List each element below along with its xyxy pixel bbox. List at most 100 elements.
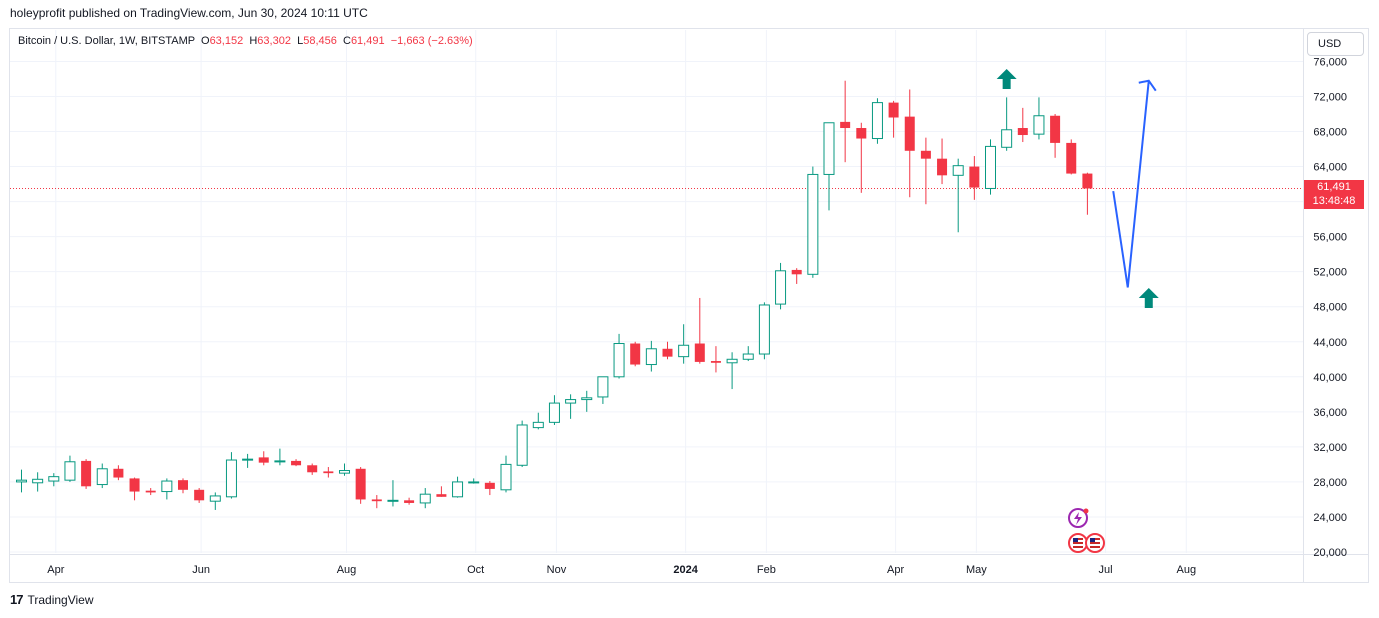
candle [630, 341, 641, 367]
projection-line [1112, 80, 1150, 288]
lightning-glyph-icon [1074, 512, 1082, 525]
x-tick-label: Jun [192, 564, 210, 576]
candle-body-down [194, 489, 205, 501]
candle [871, 98, 883, 144]
candle [194, 488, 205, 503]
currency-button[interactable]: USD [1307, 32, 1364, 56]
candle [258, 451, 269, 466]
y-tick-label: 64,000 [1313, 162, 1347, 174]
candle-body-up [32, 478, 44, 484]
x-tick-label: May [966, 564, 987, 576]
candle-body-down [904, 116, 915, 151]
candle [937, 138, 948, 185]
candle [597, 376, 609, 404]
tradingview-logo-icon: 17 [10, 592, 24, 607]
y-tick-label: 20,000 [1313, 547, 1347, 559]
candle-body-down [307, 465, 318, 473]
candle-body-up [516, 424, 528, 466]
flag-red-icon [1073, 538, 1083, 548]
candle [888, 100, 899, 138]
y-tick-label: 72,000 [1313, 91, 1347, 103]
candle [161, 478, 173, 500]
candle-body-up [1033, 115, 1045, 135]
candle-body-up [1001, 129, 1013, 148]
candle-body-down [1066, 142, 1077, 174]
candle-body-down [404, 500, 415, 503]
candle-body-down [710, 361, 721, 363]
candle-body-up [96, 468, 108, 486]
chart-frame [9, 28, 1369, 583]
footer-brand[interactable]: 17 TradingView [10, 592, 94, 607]
candle-body-up [581, 397, 593, 401]
candle [16, 469, 27, 493]
candle-body-up [726, 358, 738, 364]
candle-body-down [630, 343, 641, 365]
candle [516, 420, 528, 468]
candle-body-down [291, 460, 302, 466]
close-label: C [342, 35, 351, 47]
candle [952, 158, 964, 233]
candle-body-down [371, 499, 382, 502]
candle-body-up [742, 353, 754, 360]
candle [242, 453, 254, 468]
candle-body-up [645, 348, 657, 366]
candle-body-down [920, 150, 931, 159]
published-byline: holeyprofit published on TradingView.com… [10, 6, 368, 20]
candle-body-down [178, 480, 188, 490]
candle-body-up [242, 458, 254, 461]
low-label: L [297, 35, 304, 47]
candle-body-down [355, 468, 366, 500]
flag-stripe-icon [1090, 544, 1100, 546]
candle [96, 463, 108, 489]
candle-body-down [937, 158, 948, 176]
candle-body-up [419, 493, 431, 504]
candle-body-up [985, 145, 996, 189]
x-tick-label: Aug [1177, 564, 1197, 576]
candle [291, 459, 302, 467]
candle-body-up [500, 463, 512, 491]
x-tick-label: Oct [467, 564, 484, 576]
x-tick-label: Feb [757, 564, 776, 576]
candle [355, 467, 366, 504]
y-tick-label: 44,000 [1313, 337, 1347, 349]
candle [969, 156, 980, 200]
candle-body-up [16, 479, 27, 483]
candle-body-up [775, 270, 787, 305]
last-price-badge: 61,491 [1304, 180, 1364, 194]
candle [694, 297, 705, 364]
candle-body-up [758, 304, 770, 355]
candle [775, 262, 787, 310]
up-arrow-icon [1138, 287, 1159, 308]
candle [613, 333, 625, 379]
candle-body-down [258, 457, 269, 463]
candle-body-down [484, 482, 495, 489]
flag-canton-icon [1073, 538, 1078, 542]
projection-arrowhead [1138, 79, 1157, 92]
candle [387, 480, 399, 507]
candle-body-down [888, 102, 899, 118]
candle-body-up [597, 376, 609, 398]
candle [742, 346, 754, 362]
y-tick-label: 28,000 [1313, 477, 1347, 489]
y-tick-label: 40,000 [1313, 372, 1347, 384]
footer-brand-name: TradingView [27, 592, 94, 607]
candle [145, 488, 156, 496]
candle-body-up [468, 481, 480, 484]
candle [1050, 114, 1061, 158]
candle-body-down [436, 494, 447, 497]
candle [678, 324, 690, 364]
candle [985, 139, 996, 195]
y-tick-label: 32,000 [1313, 442, 1347, 454]
candle-body-up [532, 421, 544, 429]
candle [726, 352, 738, 390]
open-value: 63,152 [209, 35, 244, 47]
y-tick-label: 76,000 [1313, 56, 1347, 68]
candle [904, 89, 915, 198]
candle-body-down [129, 478, 140, 492]
candle-body-up [274, 460, 286, 463]
candle-body-up [209, 495, 221, 502]
candle-body-down [969, 166, 980, 188]
candle-body-up [565, 399, 577, 404]
flag-red-icon [1090, 538, 1100, 548]
